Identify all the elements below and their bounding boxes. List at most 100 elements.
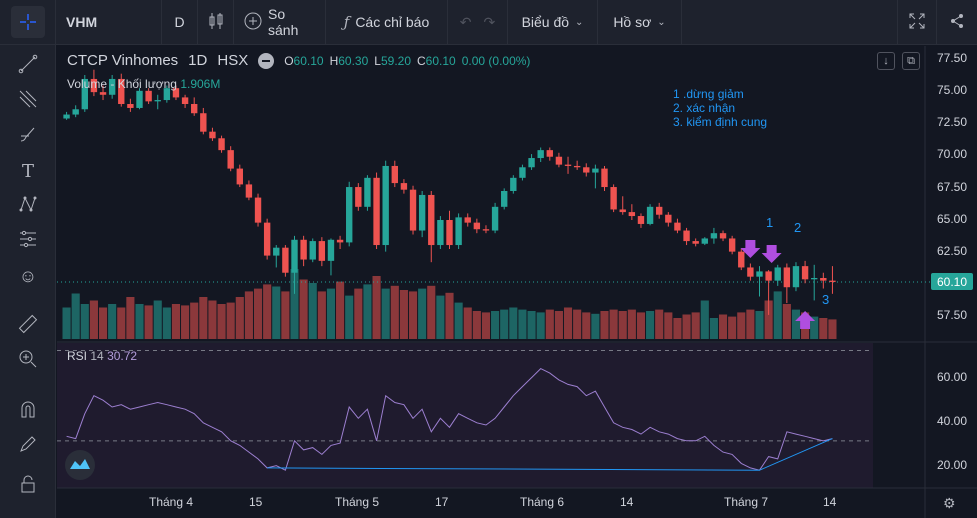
chart-canvas[interactable] [57, 46, 977, 518]
plus-circle-icon [244, 12, 262, 33]
zoom-tool[interactable] [8, 345, 48, 377]
chart-type-menu[interactable]: Biểu đồ ⌄ [508, 0, 598, 45]
share-button[interactable] [937, 0, 977, 45]
candle-body [446, 220, 453, 246]
candle-body [473, 222, 481, 230]
candle-body [528, 158, 535, 168]
pattern-tool[interactable] [8, 190, 48, 222]
candle-body [765, 271, 772, 281]
candle-body [191, 104, 198, 114]
candle-body [692, 241, 699, 244]
settings-gear-icon[interactable]: ⚙ [943, 495, 956, 511]
candle-body [573, 165, 581, 168]
candle-body [218, 138, 225, 151]
candle-body [501, 191, 508, 207]
legend-interval: 1D [188, 52, 208, 69]
interval-button[interactable]: D [162, 0, 198, 45]
rsi-pane-background [57, 343, 873, 488]
tradingview-logo[interactable] [65, 450, 95, 480]
compare-button[interactable]: So sánh [234, 0, 326, 45]
volume-bar [354, 288, 363, 339]
lock-drawings-tool[interactable] [8, 470, 48, 502]
rsi-line [66, 367, 833, 471]
price-tick: 57.50 [937, 308, 968, 322]
volume-bar [755, 311, 764, 339]
crosshair-tool-button[interactable] [0, 0, 56, 45]
candle-body [99, 92, 107, 95]
candle-body [355, 187, 362, 207]
candle-body [90, 78, 98, 93]
volume-bar [162, 307, 171, 339]
fullscreen-button[interactable] [897, 0, 937, 45]
text-icon: T [21, 160, 34, 182]
candle-body [546, 150, 553, 157]
scroll-down-button[interactable]: ↓ [877, 52, 895, 70]
hide-legend-button[interactable] [258, 52, 275, 69]
candle-body [318, 241, 326, 261]
close-label: C [417, 53, 426, 68]
volume-bar [217, 304, 226, 339]
volume-bar [819, 318, 828, 339]
chart-area[interactable]: CTCP Vinhomes 1D HSX O60.10 H60.30 L59.2… [57, 46, 977, 518]
brush-tool[interactable] [8, 120, 48, 152]
stay-drawing-tool[interactable] [8, 430, 48, 462]
volume-bar [71, 293, 80, 339]
ruler-tool[interactable] [8, 310, 48, 342]
candle-body [181, 97, 189, 104]
profile-menu[interactable]: Hồ sơ ⌄ [598, 0, 682, 45]
time-label: Tháng 4 [149, 495, 194, 509]
trend-line-tool[interactable] [8, 50, 48, 82]
interval-label: D [174, 14, 185, 30]
text-tool[interactable]: T [8, 155, 48, 187]
volume-bar [746, 309, 755, 339]
lock-icon [19, 474, 37, 499]
strategy-notes: 1 .dừng giảm 2. xác nhận 3. kiểm định cu… [673, 87, 767, 129]
drawing-toolbar: T ☺ [0, 45, 56, 518]
note-3: 3. kiểm định cung [673, 115, 768, 129]
candle-body [601, 168, 608, 188]
time-label: Tháng 7 [724, 495, 769, 509]
volume-bar [545, 309, 554, 339]
candle-body [200, 113, 207, 132]
volume-bar [445, 292, 454, 339]
pitchfork-tool[interactable] [8, 85, 48, 117]
fib-tool[interactable] [8, 225, 48, 257]
redo-icon[interactable]: ↷ [483, 13, 496, 30]
volume-value: 1.906M [180, 77, 221, 91]
volume-bar [491, 311, 500, 339]
volume-bar [381, 288, 390, 339]
volume-bar [618, 311, 627, 339]
symbol-label: VHM [66, 14, 98, 30]
volume-bar [718, 314, 728, 339]
volume-bar [527, 311, 536, 339]
candle-body [610, 187, 617, 210]
volume-bar [363, 284, 372, 339]
restore-icon: ⧉ [907, 54, 915, 67]
volume-bar [627, 309, 636, 339]
chart-style-button[interactable] [198, 0, 234, 45]
candles-icon [208, 12, 224, 33]
symbol-search[interactable]: VHM [56, 0, 162, 45]
candle-body [728, 238, 736, 252]
time-label: 17 [435, 495, 449, 509]
volume-bar [390, 285, 399, 339]
volume-bar [144, 305, 153, 339]
volume-bar [171, 304, 181, 339]
magnet-tool[interactable] [8, 395, 48, 427]
undo-icon[interactable]: ↶ [459, 13, 472, 30]
up-arrow-marker-3 [795, 311, 816, 329]
undo-redo-group: ↶ ↷ [448, 0, 508, 45]
candle-body [72, 109, 79, 115]
volume-bar [773, 291, 782, 339]
maximize-pane-button[interactable]: ⧉ [902, 52, 920, 70]
brush-icon [18, 124, 38, 149]
candle-body [829, 280, 836, 282]
candle-body [583, 167, 590, 173]
rsi-tick: 20.00 [937, 458, 968, 472]
volume-bar [518, 309, 527, 339]
emoji-tool[interactable]: ☺ [8, 260, 48, 292]
candle-body [555, 156, 563, 165]
candle-body [455, 217, 462, 246]
volume-bar [782, 304, 791, 339]
indicators-button[interactable]: ƒ Các chỉ báo [326, 0, 448, 45]
